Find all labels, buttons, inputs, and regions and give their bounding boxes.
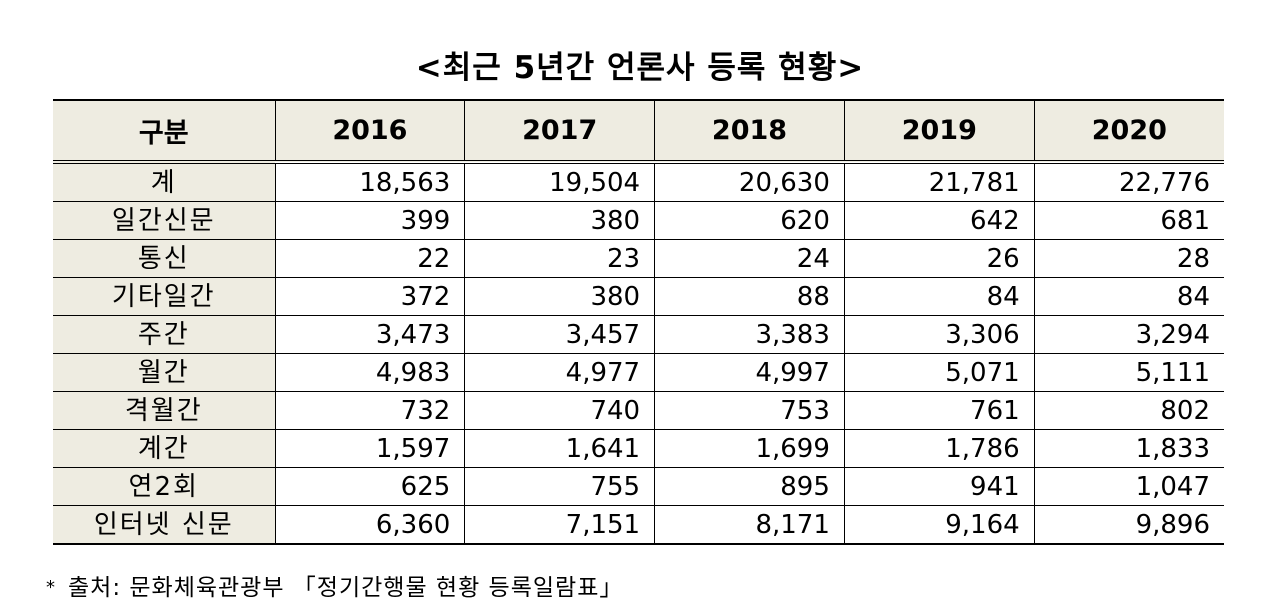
table-cell: 755 [464,467,656,506]
header-row: 구분 2016 2017 2018 2019 2020 [53,99,1224,164]
table-cell: 18,563 [274,162,466,202]
row-label: 계 [53,162,276,202]
table-cell: 9,896 [1033,505,1224,545]
table-title: <최근 5년간 언론사 등록 현황> [415,50,865,86]
table-row: 월간 4,983 4,977 4,997 5,071 5,111 [53,353,1224,392]
table-cell: 642 [843,201,1035,240]
source-note: * 출처: 문화체육관광부 「정기간행물 현황 등록일람표」 [46,568,623,602]
row-label: 주간 [53,315,276,354]
source-text: 출처: 문화체육관광부 「정기간행물 현황 등록일람표」 [68,575,624,601]
header-year: 2017 [464,99,656,164]
row-label: 격월간 [53,391,276,430]
table-cell: 1,641 [464,429,656,468]
table-cell: 6,360 [274,505,466,545]
row-label: 통신 [53,239,276,278]
table-cell: 8,171 [654,505,845,545]
table-row: 계간 1,597 1,641 1,699 1,786 1,833 [53,429,1224,468]
header-year: 2019 [843,99,1035,164]
table-cell: 20,630 [654,162,845,202]
table-cell: 732 [274,391,466,430]
table-cell: 23 [464,239,656,278]
table-cell: 802 [1033,391,1224,430]
table-row: 통신 22 23 24 26 28 [53,239,1224,278]
table-cell: 1,833 [1033,429,1224,468]
table-cell: 753 [654,391,845,430]
footnote-marker: * [46,577,56,598]
table-cell: 88 [654,277,845,316]
table-cell: 84 [843,277,1035,316]
header-year: 2016 [274,99,466,164]
table-cell: 19,504 [464,162,656,202]
table-cell: 399 [274,201,466,240]
table-cell: 3,294 [1033,315,1224,354]
row-label: 계간 [53,429,276,468]
table-cell: 625 [274,467,466,506]
table-cell: 1,597 [274,429,466,468]
table-row: 주간 3,473 3,457 3,383 3,306 3,294 [53,315,1224,354]
table-row: 계 18,563 19,504 20,630 21,781 22,776 [53,162,1224,202]
header-year: 2020 [1033,99,1224,164]
row-label: 기타일간 [53,277,276,316]
table-cell: 380 [464,277,656,316]
table-cell: 380 [464,201,656,240]
table-row: 기타일간 372 380 88 84 84 [53,277,1224,316]
table-cell: 1,786 [843,429,1035,468]
table-cell: 620 [654,201,845,240]
table-cell: 761 [843,391,1035,430]
table-cell: 5,111 [1033,353,1224,392]
registration-table: 구분 2016 2017 2018 2019 2020 계 18,563 19,… [53,99,1224,545]
table-cell: 84 [1033,277,1224,316]
table-cell: 26 [843,239,1035,278]
header-year: 2018 [654,99,845,164]
table-cell: 5,071 [843,353,1035,392]
table-cell: 1,047 [1033,467,1224,506]
table-row: 인터넷 신문 6,360 7,151 8,171 9,164 9,896 [53,505,1224,545]
table-row: 일간신문 399 380 620 642 681 [53,201,1224,240]
table-cell: 4,977 [464,353,656,392]
table-cell: 3,457 [464,315,656,354]
table-row: 격월간 732 740 753 761 802 [53,391,1224,430]
table-cell: 24 [654,239,845,278]
table-cell: 4,983 [274,353,466,392]
table-cell: 941 [843,467,1035,506]
table-cell: 740 [464,391,656,430]
table-cell: 681 [1033,201,1224,240]
table-cell: 28 [1033,239,1224,278]
row-label: 일간신문 [53,201,276,240]
table-cell: 3,306 [843,315,1035,354]
table-cell: 22 [274,239,466,278]
table-row: 연2회 625 755 895 941 1,047 [53,467,1224,506]
table-cell: 22,776 [1033,162,1224,202]
table-cell: 3,473 [274,315,466,354]
row-label: 연2회 [53,467,276,506]
row-label: 월간 [53,353,276,392]
table-cell: 7,151 [464,505,656,545]
table-cell: 1,699 [654,429,845,468]
table-cell: 895 [654,467,845,506]
row-label: 인터넷 신문 [53,505,276,545]
table-cell: 4,997 [654,353,845,392]
table-cell: 3,383 [654,315,845,354]
table-cell: 372 [274,277,466,316]
table-cell: 21,781 [843,162,1035,202]
table-cell: 9,164 [843,505,1035,545]
header-category: 구분 [53,99,276,164]
